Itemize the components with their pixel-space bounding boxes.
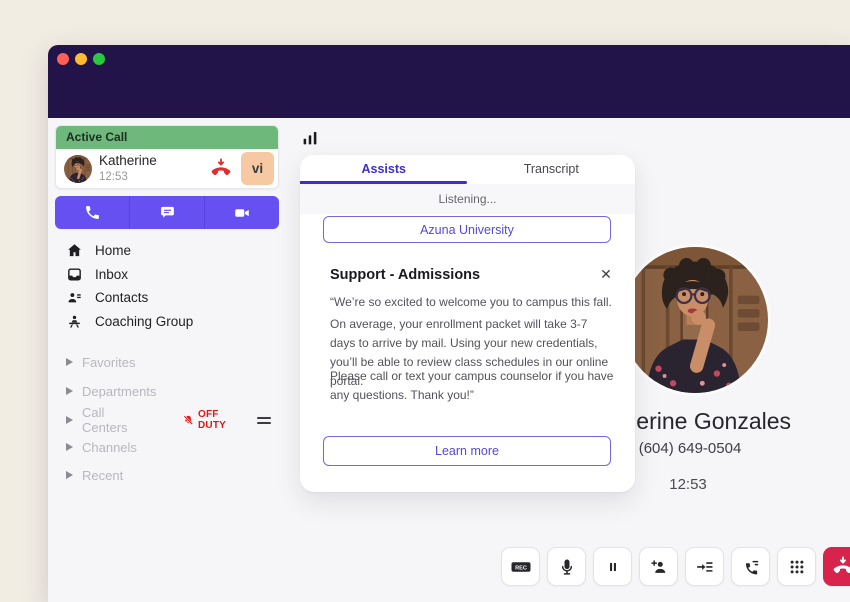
mute-button[interactable] — [547, 547, 586, 586]
chevron-right-icon — [66, 471, 73, 479]
active-call-banner: Active Call — [56, 126, 278, 149]
video-camera-icon — [235, 208, 249, 217]
dialpad-icon — [790, 560, 803, 573]
phone-hangup-icon — [832, 556, 850, 578]
tab-assists[interactable]: Assists — [361, 162, 406, 176]
close-icon[interactable]: ✕ — [600, 266, 612, 282]
inbox-icon — [68, 267, 81, 281]
call-duration: 12:53 — [669, 476, 707, 493]
chevron-right-icon — [66, 358, 73, 366]
call-button[interactable] — [55, 196, 129, 229]
signal-bars-icon[interactable] — [301, 129, 323, 151]
drag-handle-icon[interactable] — [257, 416, 271, 424]
message-button[interactable] — [129, 196, 204, 229]
caller-phone-number: (604) 649-0504 — [638, 440, 742, 457]
microphone-icon — [561, 559, 572, 575]
tab-transcript[interactable]: Transcript — [523, 162, 579, 176]
sidebar-item-home[interactable]: Home — [55, 238, 279, 262]
sidebar-item-label: Coaching Group — [95, 313, 194, 329]
sidebar-group-label: Favorites — [82, 354, 136, 370]
pause-icon — [609, 562, 616, 571]
suggestion-button[interactable]: Azuna University — [323, 216, 611, 243]
chevron-right-icon — [66, 443, 73, 451]
add-person-button[interactable] — [639, 547, 678, 586]
sidebar-item-coaching-group[interactable]: Coaching Group — [55, 309, 279, 333]
sidebar-group-call-centers[interactable]: Call Centers OFF DUTY — [55, 405, 279, 435]
window-controls — [57, 53, 105, 65]
record-button[interactable]: REC — [501, 547, 540, 586]
sidebar-group-label: Recent — [82, 467, 124, 483]
coaching-group-icon — [69, 315, 80, 328]
end-call-button[interactable] — [823, 547, 850, 586]
sidebar-group-label: Channels — [82, 439, 137, 455]
bell-off-icon — [183, 414, 194, 425]
learn-more-button[interactable]: Learn more — [323, 436, 611, 466]
off-duty-label: OFF DUTY — [198, 409, 227, 431]
chevron-right-icon — [66, 416, 73, 424]
sidebar-item-label: Home — [95, 242, 132, 258]
assist-paragraph: On average, your enrollment packet will … — [330, 317, 609, 388]
arrow-into-list-icon — [696, 561, 712, 572]
app-window: Active Call Katherine 12:53 vi — [48, 45, 850, 602]
contacts-icon — [68, 292, 81, 302]
assist-paragraph: “We’re so excited to welcome you to camp… — [330, 295, 612, 309]
active-call-card[interactable]: Active Call Katherine 12:53 vi — [55, 125, 279, 189]
sidebar-group-channels[interactable]: Channels — [55, 437, 279, 457]
hold-button[interactable] — [593, 547, 632, 586]
person-add-icon — [650, 559, 665, 573]
rec-icon: REC — [511, 561, 530, 572]
sidebar-item-label: Inbox — [95, 266, 129, 282]
listening-status: Listening... — [300, 184, 635, 214]
video-call-button[interactable] — [204, 196, 279, 229]
assist-card-title: Support - Admissions — [330, 267, 481, 283]
sidebar-group-label: Departments — [82, 383, 157, 399]
active-tab-indicator — [300, 181, 467, 184]
zoom-window-button[interactable] — [93, 53, 105, 65]
window-titlebar — [48, 45, 850, 118]
active-call-duration: 12:53 — [99, 170, 128, 183]
sidebar-group-label: Call Centers — [82, 405, 128, 435]
dialpad-button[interactable] — [777, 547, 816, 586]
sidebar-item-label: Contacts — [95, 289, 149, 305]
caller-mini-avatar — [64, 155, 92, 183]
sidebar-group-departments[interactable]: Departments — [55, 381, 279, 401]
phone-icon — [85, 206, 99, 219]
home-icon — [68, 243, 81, 256]
transfer-button[interactable] — [685, 547, 724, 586]
sidebar-group-favorites[interactable]: Favorites — [55, 352, 279, 372]
chevron-right-icon — [66, 387, 73, 395]
assist-tabs: Assists Transcript — [300, 155, 635, 183]
vi-badge[interactable]: vi — [241, 152, 274, 185]
phone-transfer-button[interactable] — [731, 547, 770, 586]
sidebar-item-inbox[interactable]: Inbox — [55, 262, 279, 286]
phone-hangup-icon[interactable] — [210, 158, 232, 180]
assist-panel: Assists Transcript Listening... Azuna Un… — [300, 155, 635, 492]
phone-list-icon — [745, 560, 758, 574]
sidebar-group-recent[interactable]: Recent — [55, 465, 279, 485]
caller-avatar — [622, 247, 768, 393]
minimize-window-button[interactable] — [75, 53, 87, 65]
sidebar-item-contacts[interactable]: Contacts — [55, 285, 279, 309]
close-window-button[interactable] — [57, 53, 69, 65]
svg-text:REC: REC — [515, 565, 527, 571]
call-actions-bar — [55, 196, 279, 229]
active-call-name: Katherine — [99, 152, 157, 168]
assist-paragraph: Please call or text your campus counselo… — [330, 369, 614, 402]
chat-icon — [160, 206, 174, 218]
off-duty-badge: OFF DUTY — [182, 409, 248, 431]
